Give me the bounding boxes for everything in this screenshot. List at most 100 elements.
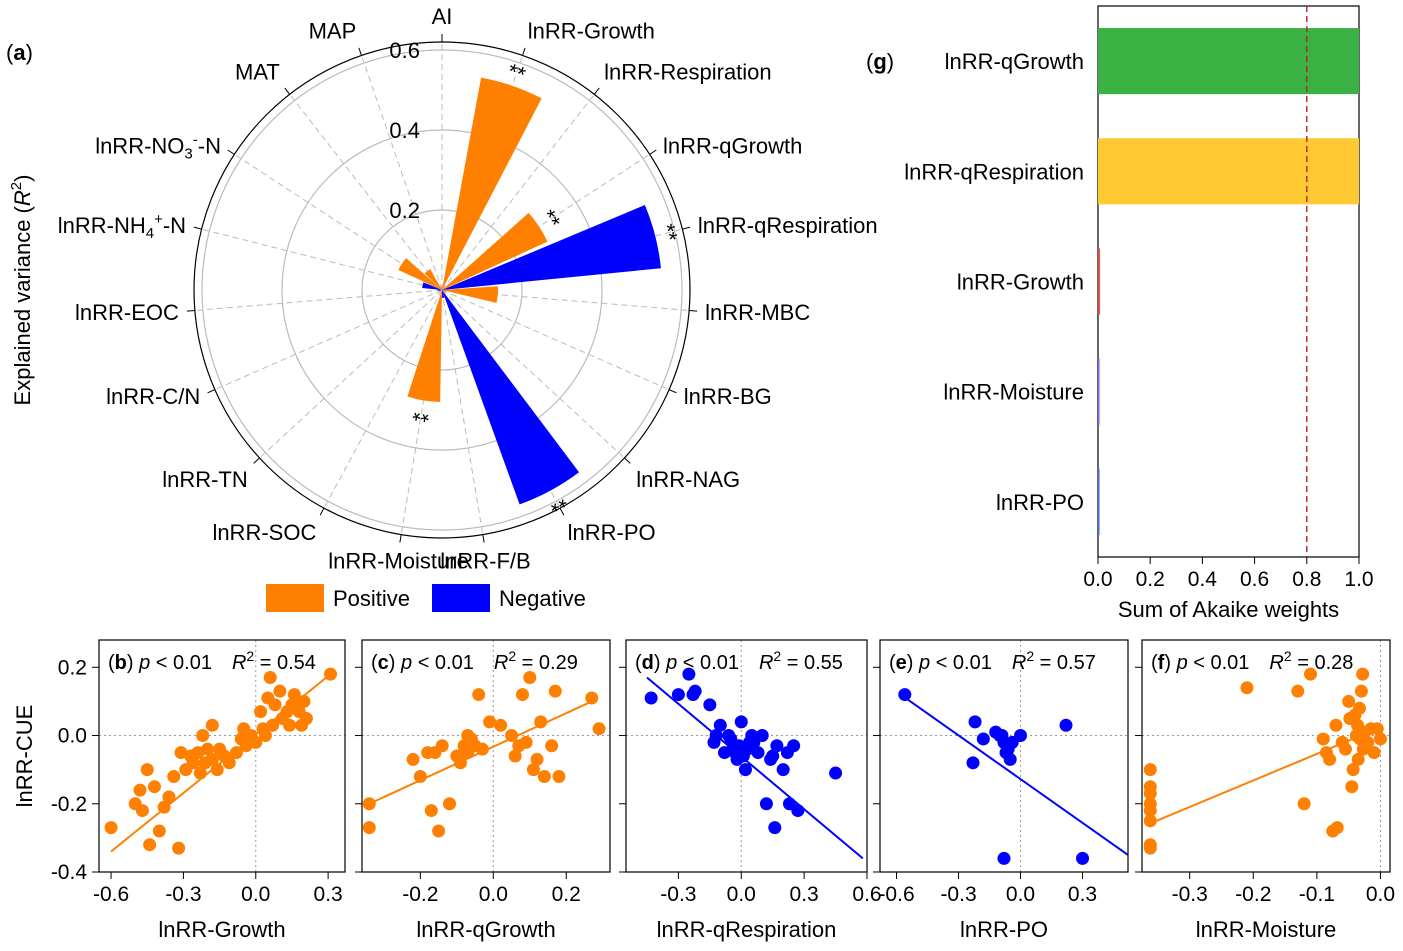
legend-swatch-positive	[266, 584, 324, 612]
r2-symbol: R	[232, 652, 246, 674]
spacer	[992, 652, 1012, 674]
akaike-bar-3	[1098, 358, 1100, 425]
y-tick-label: 0.0	[58, 725, 87, 748]
data-point	[172, 841, 186, 855]
polar-bar-15	[422, 282, 442, 290]
data-point	[258, 729, 272, 743]
data-point	[997, 851, 1011, 865]
polar-outer-tick	[668, 389, 677, 394]
data-point	[1373, 732, 1387, 746]
x-tick-label: -0.6	[93, 883, 129, 906]
data-point	[406, 752, 420, 766]
p-symbol: p	[400, 652, 412, 674]
r2-superscript: 2	[1026, 648, 1034, 664]
category-label-main: lnRR-MBC	[705, 300, 810, 325]
data-point	[140, 763, 154, 777]
r2-superscript: 2	[508, 648, 516, 664]
r2-value: = 0.29	[516, 652, 578, 674]
akaike-x-tick-label: 0.8	[1292, 568, 1321, 591]
spacer	[474, 652, 494, 674]
category-label-main: lnRR-Respiration	[604, 60, 772, 85]
data-point	[1143, 841, 1157, 855]
panel-letter: e	[896, 652, 907, 674]
data-point	[515, 688, 529, 702]
akaike-x-tick-label: 0.0	[1083, 568, 1112, 591]
scatter-frame	[1141, 639, 1391, 873]
polar-bar-8	[442, 290, 580, 505]
paren-close: )	[26, 40, 33, 65]
r2-superscript: 2	[1284, 648, 1292, 664]
category-label: lnRR-Growth	[528, 18, 655, 43]
x-tick-label: 0.0	[241, 883, 270, 906]
category-label: MAT	[235, 60, 280, 85]
data-point	[1346, 763, 1360, 777]
data-point	[968, 715, 982, 729]
p-value-text: < 0.01	[930, 652, 992, 674]
data-point	[976, 732, 990, 746]
data-point	[505, 729, 519, 743]
data-point	[152, 824, 166, 838]
data-point	[776, 763, 790, 777]
data-point	[530, 752, 544, 766]
data-point	[266, 718, 280, 732]
category-label-main: lnRR-C/N	[106, 384, 200, 409]
category-label: lnRR-qGrowth	[663, 134, 802, 159]
polar-bar-6	[442, 290, 446, 293]
fit-line	[900, 693, 1129, 856]
polar-bar-14	[438, 289, 442, 291]
data-point	[472, 688, 486, 702]
r2-symbol: R	[759, 652, 773, 674]
data-point	[201, 742, 215, 756]
scatter-panel-c: -0.2 0.0 0.2 lnRR-qGrowth (c) p < 0.01 R2 = …	[355, 639, 611, 942]
data-point	[133, 783, 147, 797]
x-axis-label: lnRR-PO	[960, 917, 1048, 942]
data-point	[297, 694, 311, 708]
data-point	[751, 746, 765, 760]
scatter-frame	[879, 639, 1129, 873]
x-tick-label: 0.6	[852, 883, 881, 906]
x-tick-label: 0.3	[314, 883, 343, 906]
category-label: lnRR-Moisture	[328, 548, 469, 573]
x-tick-label: -0.3	[165, 883, 201, 906]
category-label: AI	[432, 4, 453, 29]
data-point	[254, 705, 268, 719]
data-point	[1329, 718, 1343, 732]
panel-g-akaike-weights-chart: lnRR-qGrowth lnRR-qRespiration lnRR-Growth…	[866, 5, 1374, 622]
polar-outer-tick	[682, 226, 691, 230]
polar-outer-tick	[358, 47, 362, 56]
data-point	[755, 729, 769, 743]
data-point	[196, 729, 210, 743]
x-axis-label: lnRR-qRespiration	[657, 917, 837, 942]
category-label: lnRR-F/B	[440, 548, 530, 573]
data-point	[682, 667, 696, 681]
data-point	[424, 804, 438, 818]
data-point	[1304, 667, 1318, 681]
polar-spoke	[323, 289, 443, 509]
category-label: lnRR-C/N	[106, 384, 200, 409]
y-tick-label: 0.2	[58, 656, 87, 679]
p-value-text: < 0.01	[412, 652, 474, 674]
category-label: lnRR-NO3--N	[95, 132, 221, 163]
category-label-main: lnRR-Moisture	[328, 548, 469, 573]
x-tick-label: 0.0	[479, 883, 508, 906]
r2-value: = 0.54	[254, 652, 316, 674]
data-point	[537, 769, 551, 783]
x-tick-label: 0.3	[790, 883, 819, 906]
panel-label-a: (a)	[6, 40, 33, 65]
data-point	[147, 780, 161, 794]
akaike-x-tick-label: 0.4	[1188, 568, 1218, 591]
polar-outer-tick	[284, 87, 291, 95]
data-point	[1143, 787, 1157, 801]
data-point	[1014, 729, 1028, 743]
polar-outer-tick	[689, 309, 698, 312]
data-point	[143, 838, 157, 852]
p-symbol: p	[918, 652, 930, 674]
panel-letter: b	[115, 652, 127, 674]
data-point	[1352, 701, 1366, 715]
data-point	[1076, 851, 1090, 865]
polar-outer-tick	[559, 507, 565, 516]
data-point	[1297, 797, 1311, 811]
category-label-sup: +	[154, 211, 163, 228]
category-label: lnRR-TN	[162, 467, 248, 492]
data-point	[435, 739, 449, 753]
